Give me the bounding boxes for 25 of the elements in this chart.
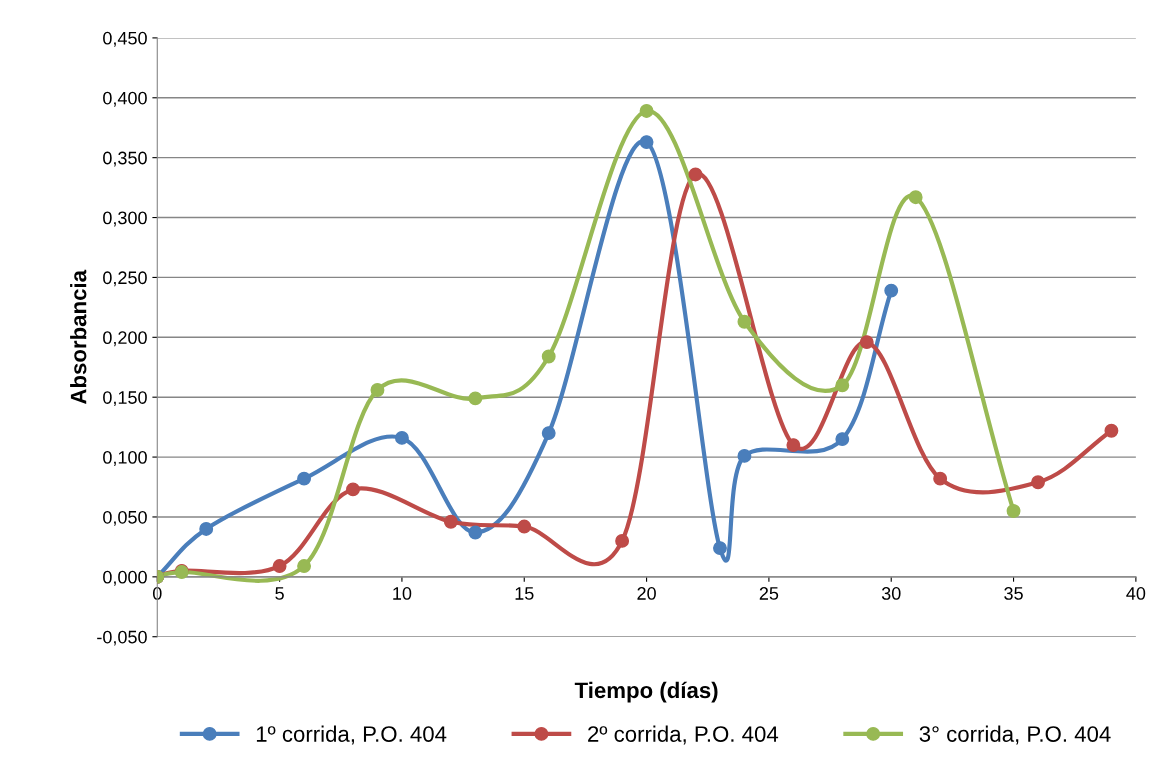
y-tick-label: 0,450 <box>103 31 147 47</box>
y-tick-label: 0,350 <box>103 151 147 167</box>
y-tick-label: 0,400 <box>103 91 147 107</box>
y-tick-label: 0,300 <box>103 211 147 227</box>
x-tick-label: 40 <box>1126 587 1146 600</box>
y-tick-label: -0,050 <box>97 630 147 646</box>
x-tick-label: 30 <box>881 587 901 600</box>
legend-label: 3° corrida, P.O. 404 <box>919 725 1111 745</box>
x-tick-label: 0 <box>152 587 162 600</box>
x-tick-label: 15 <box>515 587 534 600</box>
y-tick-label: 0,000 <box>103 570 147 586</box>
x-tick-label: 10 <box>393 587 412 600</box>
y-tick-label: 0,050 <box>103 510 147 526</box>
y-tick-label: 0,150 <box>103 391 147 407</box>
y-tick-label: 0,250 <box>103 271 147 287</box>
x-tick-label: 5 <box>275 587 284 600</box>
x-tick-label: 20 <box>637 587 656 600</box>
y-tick-label: 0,100 <box>103 451 147 466</box>
y-tick-label: 0,200 <box>103 331 147 347</box>
x-tick-label: 25 <box>759 587 779 600</box>
x-tick-label: 35 <box>1004 587 1023 600</box>
legend-label: 2º corrida, P.O. 404 <box>588 725 779 745</box>
x-axis-title: Tiempo (días) <box>574 681 718 703</box>
legend-label: 1º corrida, P.O. 404 <box>256 725 447 745</box>
y-axis-title: Absorbancia <box>70 269 87 405</box>
